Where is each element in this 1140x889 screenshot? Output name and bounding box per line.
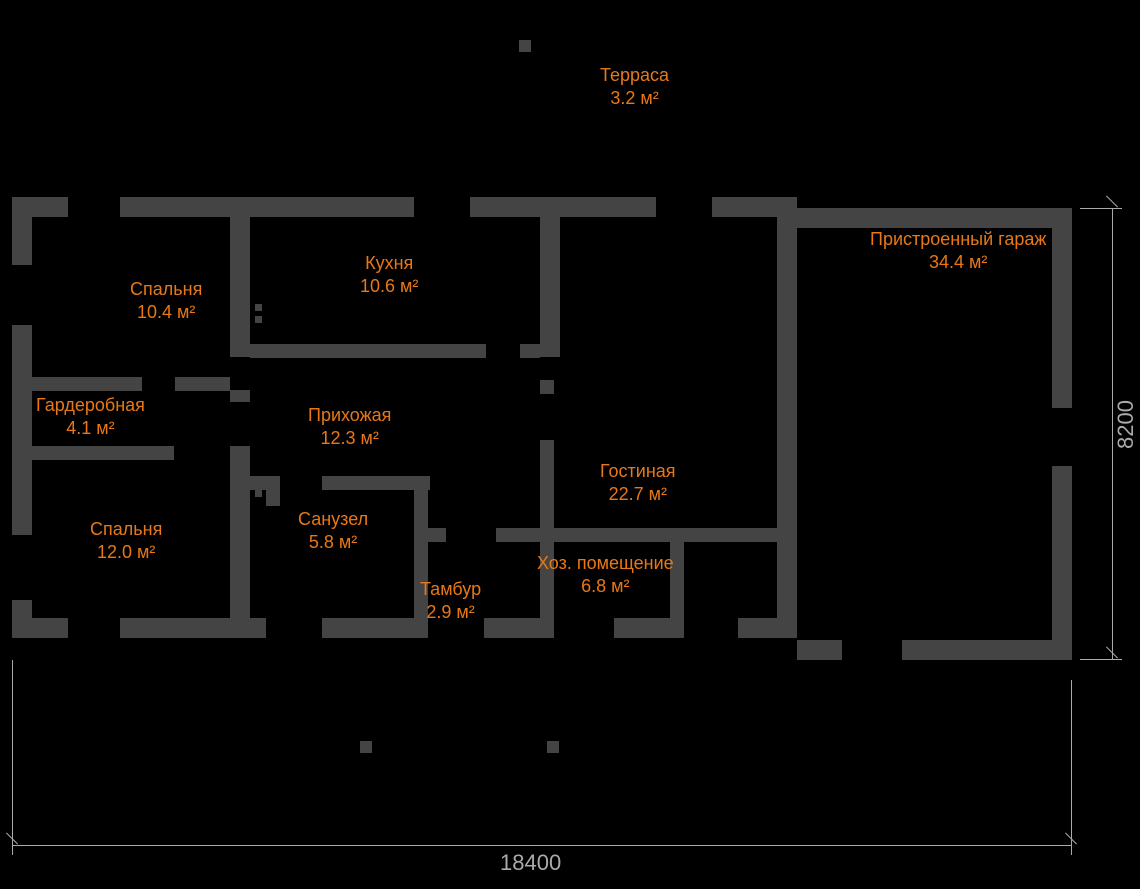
label-garage: Пристроенный гараж 34.4 м² <box>870 228 1046 275</box>
wall <box>12 325 32 535</box>
wall <box>230 390 250 402</box>
room-area: 22.7 м² <box>600 483 676 506</box>
dim-tick <box>1080 208 1122 209</box>
dim-line-horizontal <box>12 845 1072 846</box>
wall <box>12 197 32 265</box>
room-area: 12.3 м² <box>308 427 391 450</box>
marker <box>360 741 372 753</box>
wall <box>797 208 842 228</box>
room-area: 6.8 м² <box>537 575 674 598</box>
room-name: Кухня <box>365 253 413 273</box>
room-area: 5.8 м² <box>298 531 368 554</box>
room-area: 10.4 м² <box>130 301 202 324</box>
room-name: Гостиная <box>600 461 676 481</box>
wall <box>250 344 486 358</box>
wall <box>322 618 414 638</box>
wall <box>12 377 142 391</box>
dim-tick <box>12 660 13 855</box>
room-name: Пристроенный гараж <box>870 229 1046 249</box>
wall <box>540 380 554 394</box>
wall <box>540 440 554 528</box>
room-name: Хоз. помещение <box>537 553 674 573</box>
wall <box>230 446 250 638</box>
room-name: Терраса <box>600 65 669 85</box>
wall <box>902 640 1070 660</box>
floorplan: Терраса 3.2 м² Пристроенный гараж 34.4 м… <box>0 0 1140 889</box>
wall <box>797 640 842 660</box>
label-bathroom: Санузел 5.8 м² <box>298 508 368 555</box>
wall <box>484 618 540 638</box>
wall <box>1052 208 1072 408</box>
label-terrace: Терраса 3.2 м² <box>600 64 669 111</box>
wall <box>560 197 656 217</box>
room-area: 12.0 м² <box>90 541 162 564</box>
wall <box>12 618 68 638</box>
wall <box>120 197 230 217</box>
room-area: 2.9 м² <box>420 601 481 624</box>
room-name: Спальня <box>90 519 162 539</box>
label-hallway: Прихожая 12.3 м² <box>308 404 391 451</box>
room-name: Прихожая <box>308 405 391 425</box>
wall <box>842 208 1072 228</box>
label-bedroom-top: Спальня 10.4 м² <box>130 278 202 325</box>
wall <box>540 197 560 357</box>
label-bedroom-bot: Спальня 12.0 м² <box>90 518 162 565</box>
room-area: 4.1 м² <box>36 417 145 440</box>
room-area: 3.2 м² <box>600 87 669 110</box>
room-name: Спальня <box>130 279 202 299</box>
marker <box>255 490 262 497</box>
label-tambour: Тамбур 2.9 м² <box>420 578 481 625</box>
label-living: Гостиная 22.7 м² <box>600 460 676 507</box>
room-area: 10.6 м² <box>360 275 418 298</box>
dim-tick <box>1071 680 1072 855</box>
label-utility: Хоз. помещение 6.8 м² <box>537 552 674 599</box>
wall <box>614 618 670 638</box>
wall <box>175 377 230 391</box>
wall <box>266 476 280 506</box>
wall <box>428 528 446 542</box>
wall <box>250 618 266 638</box>
room-name: Тамбур <box>420 579 481 599</box>
wall <box>250 197 414 217</box>
dim-tick <box>1080 659 1122 660</box>
wall <box>470 197 540 217</box>
room-name: Санузел <box>298 509 368 529</box>
marker <box>255 316 262 323</box>
wall <box>712 197 787 217</box>
wall <box>12 446 174 460</box>
marker <box>519 40 531 52</box>
room-area: 34.4 м² <box>870 251 1046 274</box>
dim-tick <box>1106 195 1118 207</box>
wall <box>496 528 540 542</box>
marker <box>255 304 262 311</box>
wall <box>230 197 250 357</box>
wall <box>554 528 784 542</box>
dim-width: 18400 <box>500 850 561 876</box>
label-wardrobe: Гардеробная 4.1 м² <box>36 394 145 441</box>
room-name: Гардеробная <box>36 395 145 415</box>
wall <box>777 197 797 638</box>
wall <box>1052 466 1072 660</box>
wall <box>520 344 540 358</box>
marker <box>547 741 559 753</box>
dim-height: 8200 <box>1113 400 1139 449</box>
label-kitchen: Кухня 10.6 м² <box>360 252 418 299</box>
